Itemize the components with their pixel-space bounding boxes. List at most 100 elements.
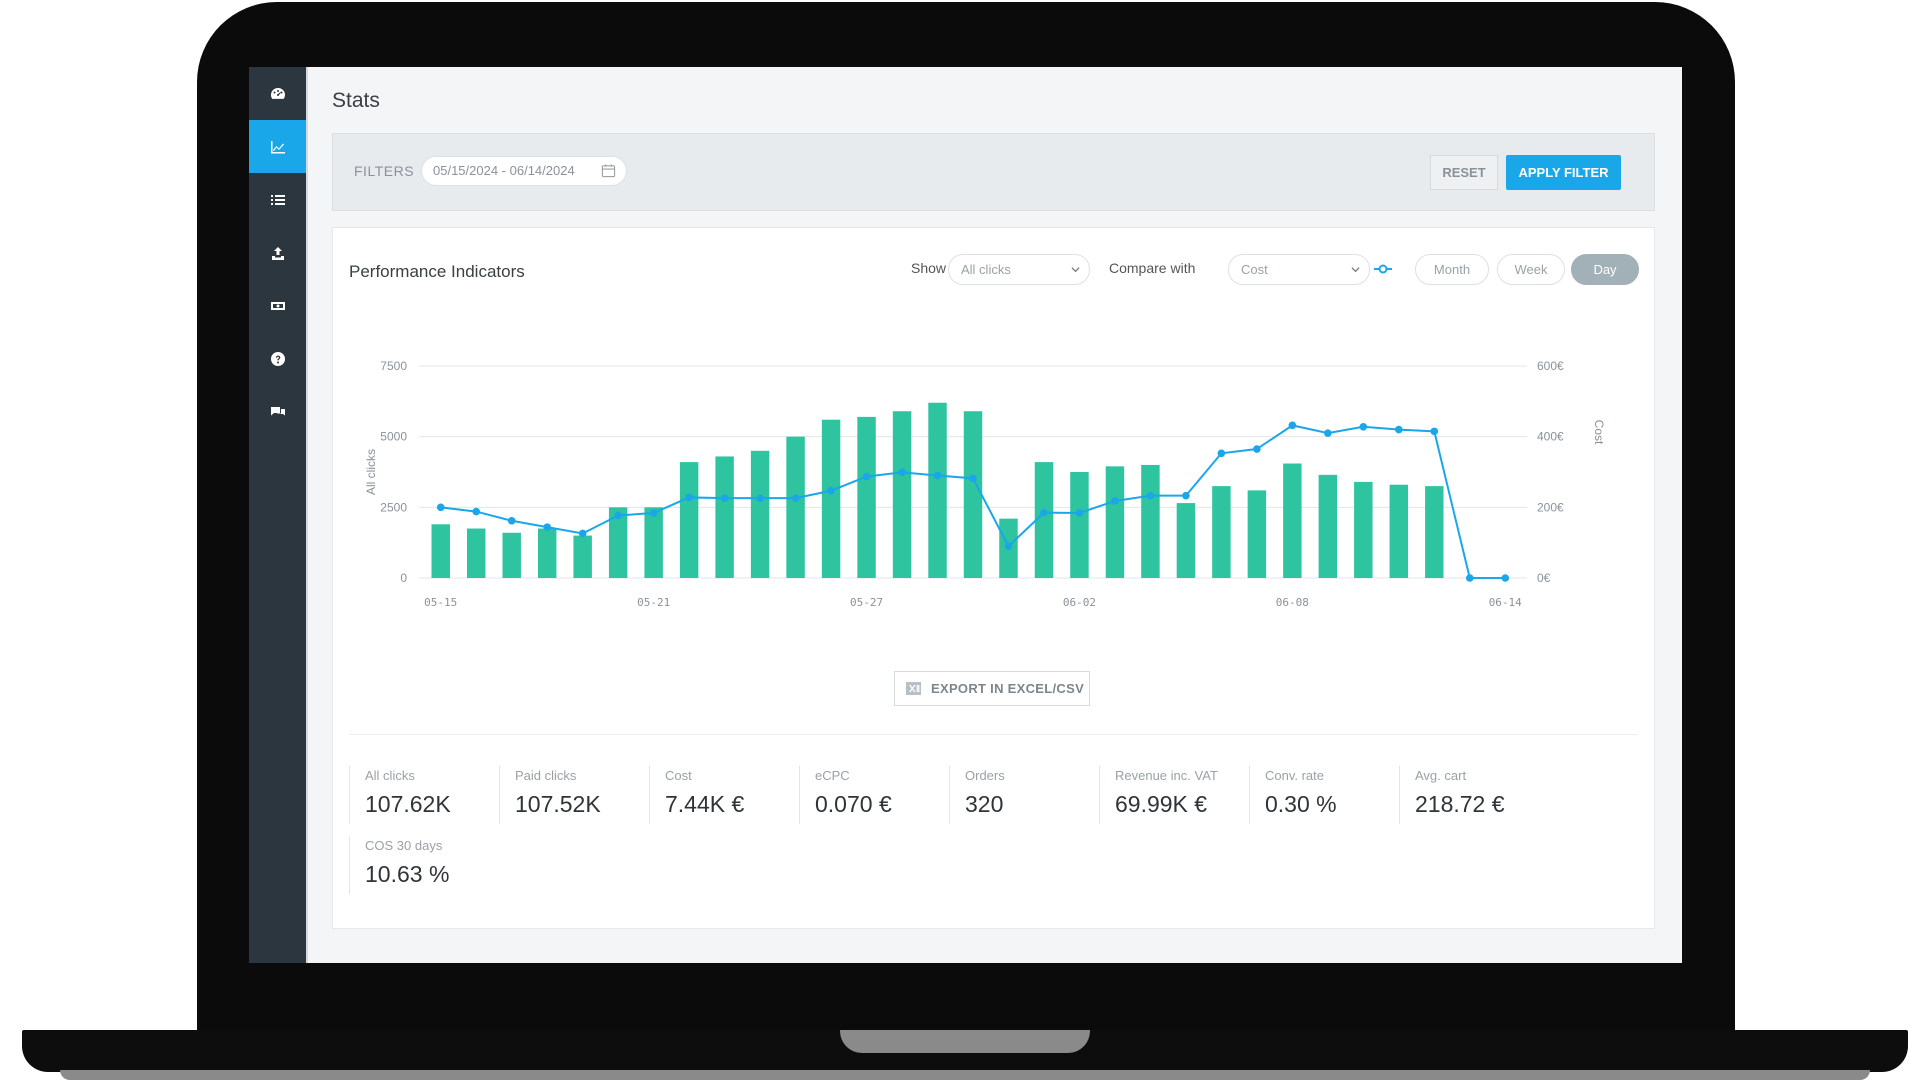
show-label: Show bbox=[911, 260, 947, 276]
kpi-label: eCPC bbox=[815, 768, 850, 783]
y-tick-label: 0 bbox=[400, 571, 407, 585]
cost-point bbox=[969, 474, 977, 483]
chat-icon bbox=[270, 406, 285, 415]
y2-tick-label: 400€ bbox=[1537, 430, 1564, 444]
reset-button[interactable]: RESET bbox=[1430, 155, 1498, 190]
sidebar-item-dashboard[interactable] bbox=[249, 67, 306, 120]
help-icon bbox=[270, 351, 285, 366]
bar bbox=[573, 535, 592, 578]
compare-label: Compare with bbox=[1109, 260, 1196, 276]
cost-point bbox=[756, 494, 764, 502]
show-select-value: All clicks bbox=[961, 262, 1011, 277]
bar bbox=[821, 419, 841, 578]
bar bbox=[608, 507, 628, 578]
bar bbox=[1354, 481, 1373, 578]
y-tick-label: 2500 bbox=[380, 500, 407, 514]
cost-point bbox=[1217, 449, 1226, 458]
laptop-base-shadow bbox=[60, 1070, 1870, 1080]
y2-tick-label: 600€ bbox=[1537, 359, 1564, 373]
kpi-conv-rate: Conv. rate 0.30 % bbox=[1249, 766, 1399, 824]
period-day-button[interactable]: Day bbox=[1571, 254, 1639, 285]
cost-point bbox=[1430, 427, 1439, 436]
sidebar-item-list[interactable] bbox=[249, 173, 306, 226]
sidebar-item-chat[interactable] bbox=[249, 385, 306, 438]
bar bbox=[1318, 474, 1338, 578]
x-tick-label: 05-27 bbox=[850, 596, 883, 609]
bar bbox=[431, 524, 450, 578]
y-tick-label: 7500 bbox=[380, 359, 407, 373]
sidebar-item-stats[interactable] bbox=[249, 120, 306, 173]
kpi-all-clicks: All clicks 107.62K bbox=[349, 766, 499, 824]
kpi-value: 10.63 % bbox=[365, 861, 450, 887]
list-icon bbox=[270, 194, 285, 205]
cost-point bbox=[1040, 508, 1048, 517]
line-chart-icon bbox=[270, 140, 285, 153]
kpi-ecpc: eCPC 0.070 € bbox=[799, 766, 949, 824]
filters-label: FILTERS bbox=[354, 163, 415, 179]
date-range-value: 05/15/2024 - 06/14/2024 bbox=[433, 163, 575, 178]
apply-filter-button[interactable]: APPLY FILTER bbox=[1506, 155, 1621, 190]
compare-select[interactable]: Cost bbox=[1228, 254, 1370, 285]
sidebar-item-upload[interactable] bbox=[249, 226, 306, 279]
cost-point bbox=[1075, 509, 1084, 517]
bar bbox=[1389, 484, 1409, 578]
bar bbox=[1247, 490, 1267, 578]
y-axis-title: All clicks bbox=[364, 449, 378, 495]
bar bbox=[715, 456, 734, 578]
bar bbox=[1283, 463, 1302, 578]
period-week-button[interactable]: Week bbox=[1497, 254, 1565, 285]
bar bbox=[644, 507, 663, 578]
cost-point bbox=[507, 516, 516, 525]
sidebar-item-help[interactable] bbox=[249, 332, 306, 385]
cost-point bbox=[1253, 445, 1261, 453]
bar bbox=[1034, 462, 1054, 578]
bar bbox=[1105, 466, 1125, 578]
calendar-icon[interactable] bbox=[601, 163, 616, 178]
line-series-toggle-icon[interactable] bbox=[1372, 261, 1394, 277]
chevron-down-icon bbox=[1351, 267, 1360, 273]
cost-point bbox=[1324, 429, 1332, 437]
cost-point bbox=[1359, 422, 1368, 431]
cost-point bbox=[1465, 574, 1474, 582]
kpi-value: 69.99K € bbox=[1115, 791, 1208, 817]
cost-point bbox=[543, 523, 551, 531]
kpi-label: All clicks bbox=[365, 768, 415, 783]
period-month-button[interactable]: Month bbox=[1415, 254, 1489, 285]
export-label: EXPORT IN EXCEL/CSV bbox=[931, 681, 1085, 696]
kpi-label: Paid clicks bbox=[515, 768, 577, 783]
date-range-input[interactable]: 05/15/2024 - 06/14/2024 bbox=[421, 156, 627, 186]
sidebar-item-billing[interactable] bbox=[249, 279, 306, 332]
page-title: Stats bbox=[332, 89, 380, 112]
performance-chart: 0 2500 5000 7500 0€ 200€ 400€ 600€ All clicks Cos… bbox=[364, 359, 1606, 609]
divider bbox=[349, 734, 1638, 735]
cost-point bbox=[1395, 425, 1403, 434]
laptop-notch bbox=[840, 1030, 1090, 1053]
filter-bar: FILTERS 05/15/2024 - 06/14/2024 RESET AP… bbox=[332, 133, 1655, 211]
bar bbox=[892, 411, 912, 578]
main-content: Stats FILTERS 05/15/2024 - 06/14/2024 RE… bbox=[308, 67, 1682, 963]
kpi-value: 0.30 % bbox=[1265, 791, 1337, 817]
cost-point bbox=[1111, 497, 1119, 505]
x-tick-label: 06-02 bbox=[1063, 596, 1096, 609]
kpi-value: 320 bbox=[965, 791, 1004, 817]
show-select[interactable]: All clicks bbox=[948, 254, 1090, 285]
kpi-value: 0.070 € bbox=[815, 791, 892, 817]
cost-point bbox=[1288, 421, 1297, 430]
kpi-avg-cart: Avg. cart 218.72 € bbox=[1399, 766, 1549, 824]
export-excel-csv-button[interactable]: EXPORT IN EXCEL/CSV bbox=[894, 671, 1090, 706]
kpi-label: Conv. rate bbox=[1265, 768, 1325, 783]
cost-point bbox=[436, 503, 445, 512]
app-screen: Stats FILTERS 05/15/2024 - 06/14/2024 RE… bbox=[249, 67, 1682, 963]
kpi-value: 107.62K bbox=[365, 791, 451, 817]
cost-point bbox=[827, 486, 835, 495]
cost-point bbox=[933, 471, 942, 480]
kpi-label: COS 30 days bbox=[365, 838, 443, 853]
cost-point bbox=[614, 511, 622, 520]
kpi-label: Cost bbox=[665, 768, 692, 783]
kpi-revenue: Revenue inc. VAT 69.99K € bbox=[1099, 766, 1249, 824]
cost-point bbox=[1501, 574, 1510, 582]
money-icon bbox=[270, 301, 285, 310]
chevron-down-icon bbox=[1071, 267, 1080, 273]
bar bbox=[750, 450, 770, 578]
kpi-value: 218.72 € bbox=[1415, 791, 1505, 817]
